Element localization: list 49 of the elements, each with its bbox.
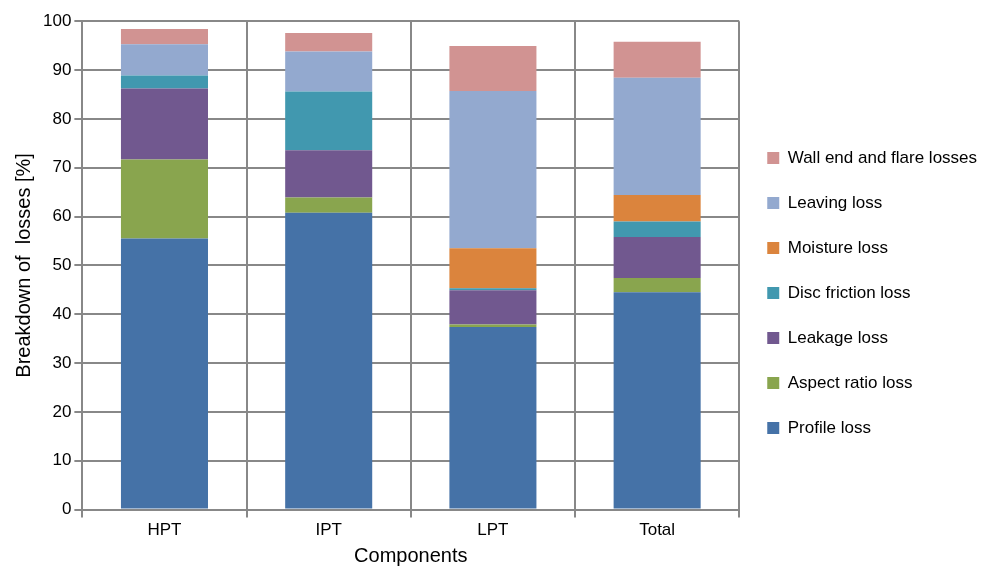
y-tick-label: 20 (52, 401, 72, 421)
y-tick-label: 100 (42, 10, 72, 30)
y-tick-label: 50 (52, 255, 72, 275)
bar (613, 278, 701, 293)
bar (449, 326, 537, 509)
y-tick-label: 0 (61, 499, 72, 519)
bar (285, 212, 373, 509)
x-tick-label: HPT (147, 520, 182, 540)
bar (120, 88, 208, 160)
bar (285, 150, 373, 198)
legend-label: Moisture loss (787, 237, 888, 257)
bar (285, 51, 373, 92)
bar (120, 44, 208, 76)
y-tick-label: 90 (52, 59, 72, 79)
x-tick-label: LPT (477, 520, 509, 540)
bar (613, 77, 701, 196)
bar (613, 221, 701, 238)
bar (285, 197, 373, 213)
legend-label: Disc friction loss (787, 282, 911, 302)
bar (285, 32, 373, 52)
y-tick-label: 70 (52, 157, 72, 177)
bar (613, 292, 701, 509)
legend-label: Leaving loss (787, 192, 883, 212)
bar (449, 46, 537, 92)
y-tick-label: 40 (52, 303, 72, 323)
y-tick-label: 10 (52, 450, 72, 470)
x-tick-label: IPT (315, 520, 342, 540)
bar (449, 91, 537, 249)
bar (613, 237, 701, 279)
y-tick-label: 30 (52, 352, 72, 372)
bar (449, 324, 537, 327)
x-axis-title: Components (354, 543, 468, 566)
y-tick-label: 80 (52, 108, 72, 128)
bar (613, 195, 701, 222)
bar (120, 238, 208, 509)
legend-label: Profile loss (787, 417, 871, 437)
y-axis-title: Breakdown of losses [%] (11, 153, 34, 378)
bar (120, 159, 208, 239)
bar (120, 75, 208, 89)
legend-label: Wall end and flare losses (787, 147, 978, 167)
bar (613, 41, 701, 78)
legend-label: Leakage loss (787, 327, 888, 347)
bar (285, 91, 373, 151)
bar (120, 29, 208, 45)
bar (449, 290, 537, 325)
y-tick-label: 60 (52, 206, 72, 226)
legend-label: Aspect ratio loss (787, 372, 913, 392)
bar (449, 248, 537, 289)
x-tick-label: Total (639, 520, 676, 540)
